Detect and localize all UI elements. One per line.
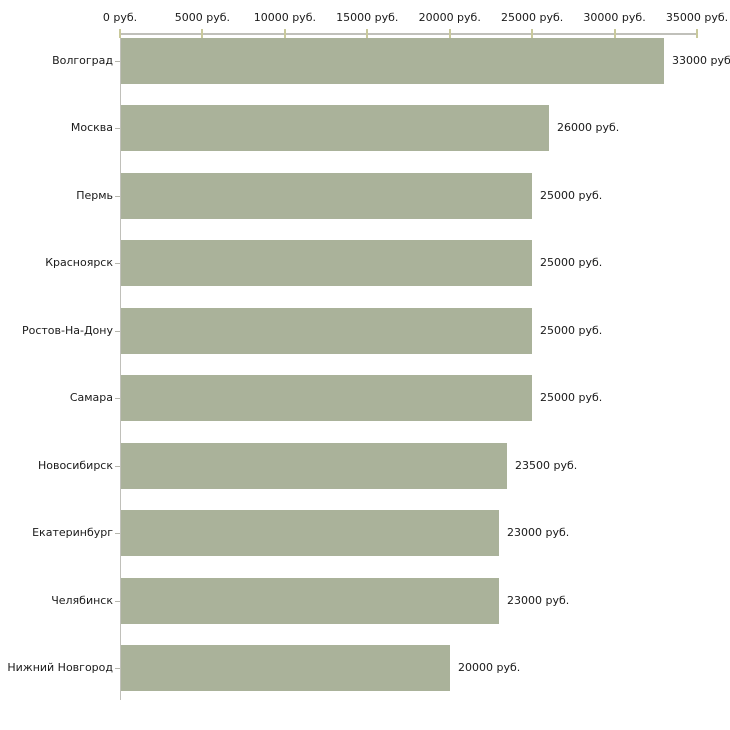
- bar: [121, 442, 507, 489]
- x-axis-tick-label: 5000 руб.: [174, 11, 231, 24]
- category-label: Москва: [70, 121, 113, 135]
- category-label: Ростов-На-Дону: [21, 323, 113, 337]
- x-axis-tick-label: 25000 руб.: [501, 11, 564, 24]
- value-label: 26000 руб.: [557, 121, 620, 135]
- x-axis-tick-label: 10000 руб.: [253, 11, 316, 24]
- value-label: 20000 руб.: [458, 660, 521, 674]
- category-tick-mark: [115, 398, 120, 400]
- x-axis-tick-label: 15000 руб.: [336, 11, 399, 24]
- bar: [121, 240, 532, 287]
- x-axis-tick-mark: [119, 29, 121, 38]
- x-axis-tick-label: 35000 руб.: [665, 11, 729, 24]
- value-label: 23000 руб.: [507, 593, 570, 607]
- bar: [121, 105, 549, 152]
- category-tick-mark: [115, 128, 120, 130]
- x-axis-tick-label: 0 руб.: [102, 11, 138, 24]
- bar: [121, 644, 450, 691]
- bar: [121, 510, 499, 557]
- category-label: Нижний Новгород: [7, 660, 113, 674]
- category-tick-mark: [115, 263, 120, 265]
- category-label: Пермь: [76, 188, 113, 202]
- bar: [121, 38, 664, 84]
- category-tick-mark: [115, 667, 120, 669]
- category-label: Новосибирск: [37, 458, 113, 472]
- x-axis-tick-mark: [696, 29, 698, 38]
- value-label: 33000 руб: [672, 54, 730, 67]
- bar: [121, 172, 532, 219]
- bar: [121, 375, 532, 422]
- category-label: Самара: [69, 391, 113, 405]
- category-tick-mark: [115, 61, 120, 62]
- x-axis-tick-label: 30000 руб.: [583, 11, 646, 24]
- y-axis-line: [120, 33, 121, 700]
- bar: [121, 307, 532, 354]
- category-tick-mark: [115, 465, 120, 467]
- x-axis-tick-label: 20000 руб.: [418, 11, 481, 24]
- value-label: 25000 руб.: [540, 323, 603, 337]
- category-label: Красноярск: [45, 256, 113, 270]
- category-tick-mark: [115, 533, 120, 535]
- category-label: Волгоград: [52, 54, 113, 67]
- value-label: 25000 руб.: [540, 188, 603, 202]
- x-axis-tick-mark: [201, 29, 204, 38]
- category-tick-mark: [115, 330, 120, 332]
- value-label: 25000 руб.: [540, 391, 603, 405]
- category-tick-mark: [115, 600, 120, 602]
- x-axis-tick-mark: [613, 29, 616, 38]
- category-label: Екатеринбург: [32, 526, 113, 540]
- category-label: Челябинск: [51, 593, 113, 607]
- x-axis-line: [120, 33, 698, 35]
- category-tick-mark: [115, 195, 120, 197]
- value-label: 23000 руб.: [507, 526, 570, 540]
- x-axis-tick-mark: [531, 29, 534, 38]
- value-label: 25000 руб.: [540, 256, 603, 270]
- x-axis-tick-mark: [366, 29, 369, 38]
- x-axis-tick-mark: [283, 29, 286, 38]
- value-label: 23500 руб.: [515, 458, 578, 472]
- x-axis-tick-mark: [448, 29, 451, 38]
- bar: [121, 577, 499, 624]
